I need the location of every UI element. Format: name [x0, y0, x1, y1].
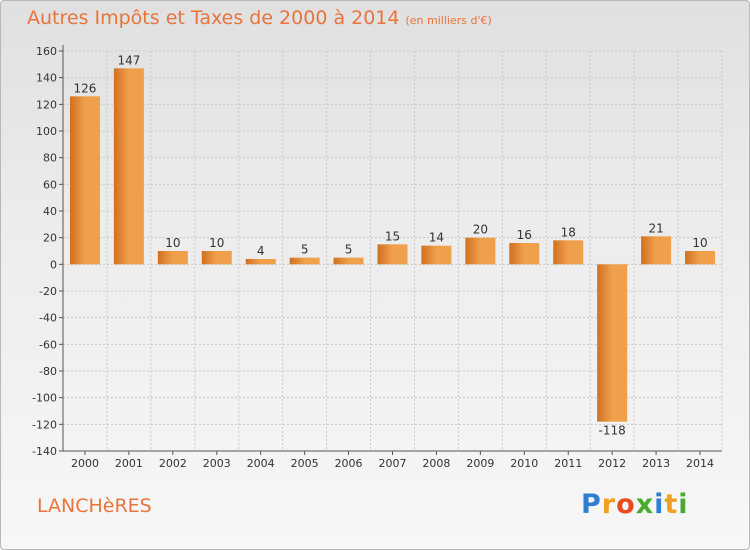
- place-name: LANCHèRES: [37, 495, 152, 517]
- y-tick-label: -20: [39, 285, 57, 298]
- y-tick-label: 60: [43, 178, 57, 191]
- data-label: -118: [599, 424, 626, 438]
- x-tick-label: 2001: [115, 457, 143, 470]
- bar: [201, 251, 232, 265]
- y-tick-label: -100: [32, 392, 57, 405]
- logo-letter: t: [664, 489, 679, 520]
- x-tick-label: 2008: [422, 457, 450, 470]
- x-tick-label: 2011: [554, 457, 582, 470]
- bar: [641, 236, 672, 265]
- x-tick-label: 2013: [642, 457, 670, 470]
- chart-subtitle: (en milliers d'€): [405, 14, 492, 27]
- y-tick-label: -140: [32, 445, 57, 458]
- bar: [69, 96, 100, 265]
- data-label: 14: [429, 231, 444, 245]
- y-tick-label: -40: [39, 312, 57, 325]
- x-tick-label: 2006: [335, 457, 363, 470]
- bars: 126 147 10 10 4 5 5 15 14 20 16 18 -118 21 10: [69, 53, 716, 438]
- y-tick-label: 80: [43, 152, 57, 165]
- y-tick-label: 120: [36, 98, 57, 111]
- bar: [465, 237, 496, 265]
- x-tick-label: 2007: [379, 457, 407, 470]
- bar: [377, 244, 408, 265]
- data-label: 10: [165, 236, 180, 250]
- data-label: 10: [209, 236, 224, 250]
- y-tick-label: 160: [36, 45, 57, 58]
- x-tick-label: 2003: [203, 457, 231, 470]
- data-label: 5: [345, 243, 353, 257]
- data-label: 10: [692, 236, 707, 250]
- bar: [245, 259, 276, 265]
- bar: [685, 251, 716, 265]
- x-tick-label: 2010: [510, 457, 538, 470]
- x-tick-label: 2009: [466, 457, 494, 470]
- y-tick-label: -60: [39, 338, 57, 351]
- x-tick-label: 2002: [159, 457, 187, 470]
- data-label: 20: [473, 223, 488, 237]
- chart-title: Autres Impôts et Taxes de 2000 à 2014 (en…: [27, 7, 492, 29]
- data-label: 21: [648, 221, 663, 235]
- proxiti-logo: Proxiti: [581, 489, 689, 520]
- data-label: 16: [517, 228, 532, 242]
- data-label: 15: [385, 229, 400, 243]
- data-label: 147: [117, 53, 140, 67]
- bar: [333, 257, 364, 265]
- bar: [113, 68, 144, 265]
- y-tick-label: 20: [43, 232, 57, 245]
- bar: [421, 245, 452, 265]
- logo-letter: P: [581, 489, 602, 520]
- logo-letter: i: [678, 489, 689, 520]
- x-tick-label: 2004: [247, 457, 275, 470]
- bar: [157, 251, 188, 265]
- y-tick-label: -80: [39, 365, 57, 378]
- x-tick-label: 2012: [598, 457, 626, 470]
- y-tick-label: 40: [43, 205, 57, 218]
- y-tick-label: -120: [32, 418, 57, 431]
- bar: [597, 264, 628, 422]
- y-tick-label: 140: [36, 72, 57, 85]
- x-tick-label: 2014: [686, 457, 714, 470]
- data-label: 126: [74, 81, 97, 95]
- logo-letter: x: [635, 489, 655, 520]
- data-label: 4: [257, 244, 265, 258]
- grid: [62, 50, 723, 452]
- bar: [509, 243, 540, 265]
- x-tick-label: 2005: [291, 457, 319, 470]
- y-tick-label: 0: [50, 258, 57, 271]
- data-label: 5: [301, 243, 309, 257]
- axes: 160 140 120 100 80 60 40 20 0 -20 -40 -60 -80 -100 -12…: [32, 45, 722, 470]
- logo-letter: r: [601, 489, 617, 520]
- data-label: 18: [561, 225, 576, 239]
- bar: [553, 240, 584, 265]
- bar: [289, 257, 320, 265]
- x-tick-label: 2000: [71, 457, 99, 470]
- logo-letter: o: [616, 489, 636, 520]
- logo-letter: i: [654, 489, 665, 520]
- y-tick-label: 100: [36, 125, 57, 138]
